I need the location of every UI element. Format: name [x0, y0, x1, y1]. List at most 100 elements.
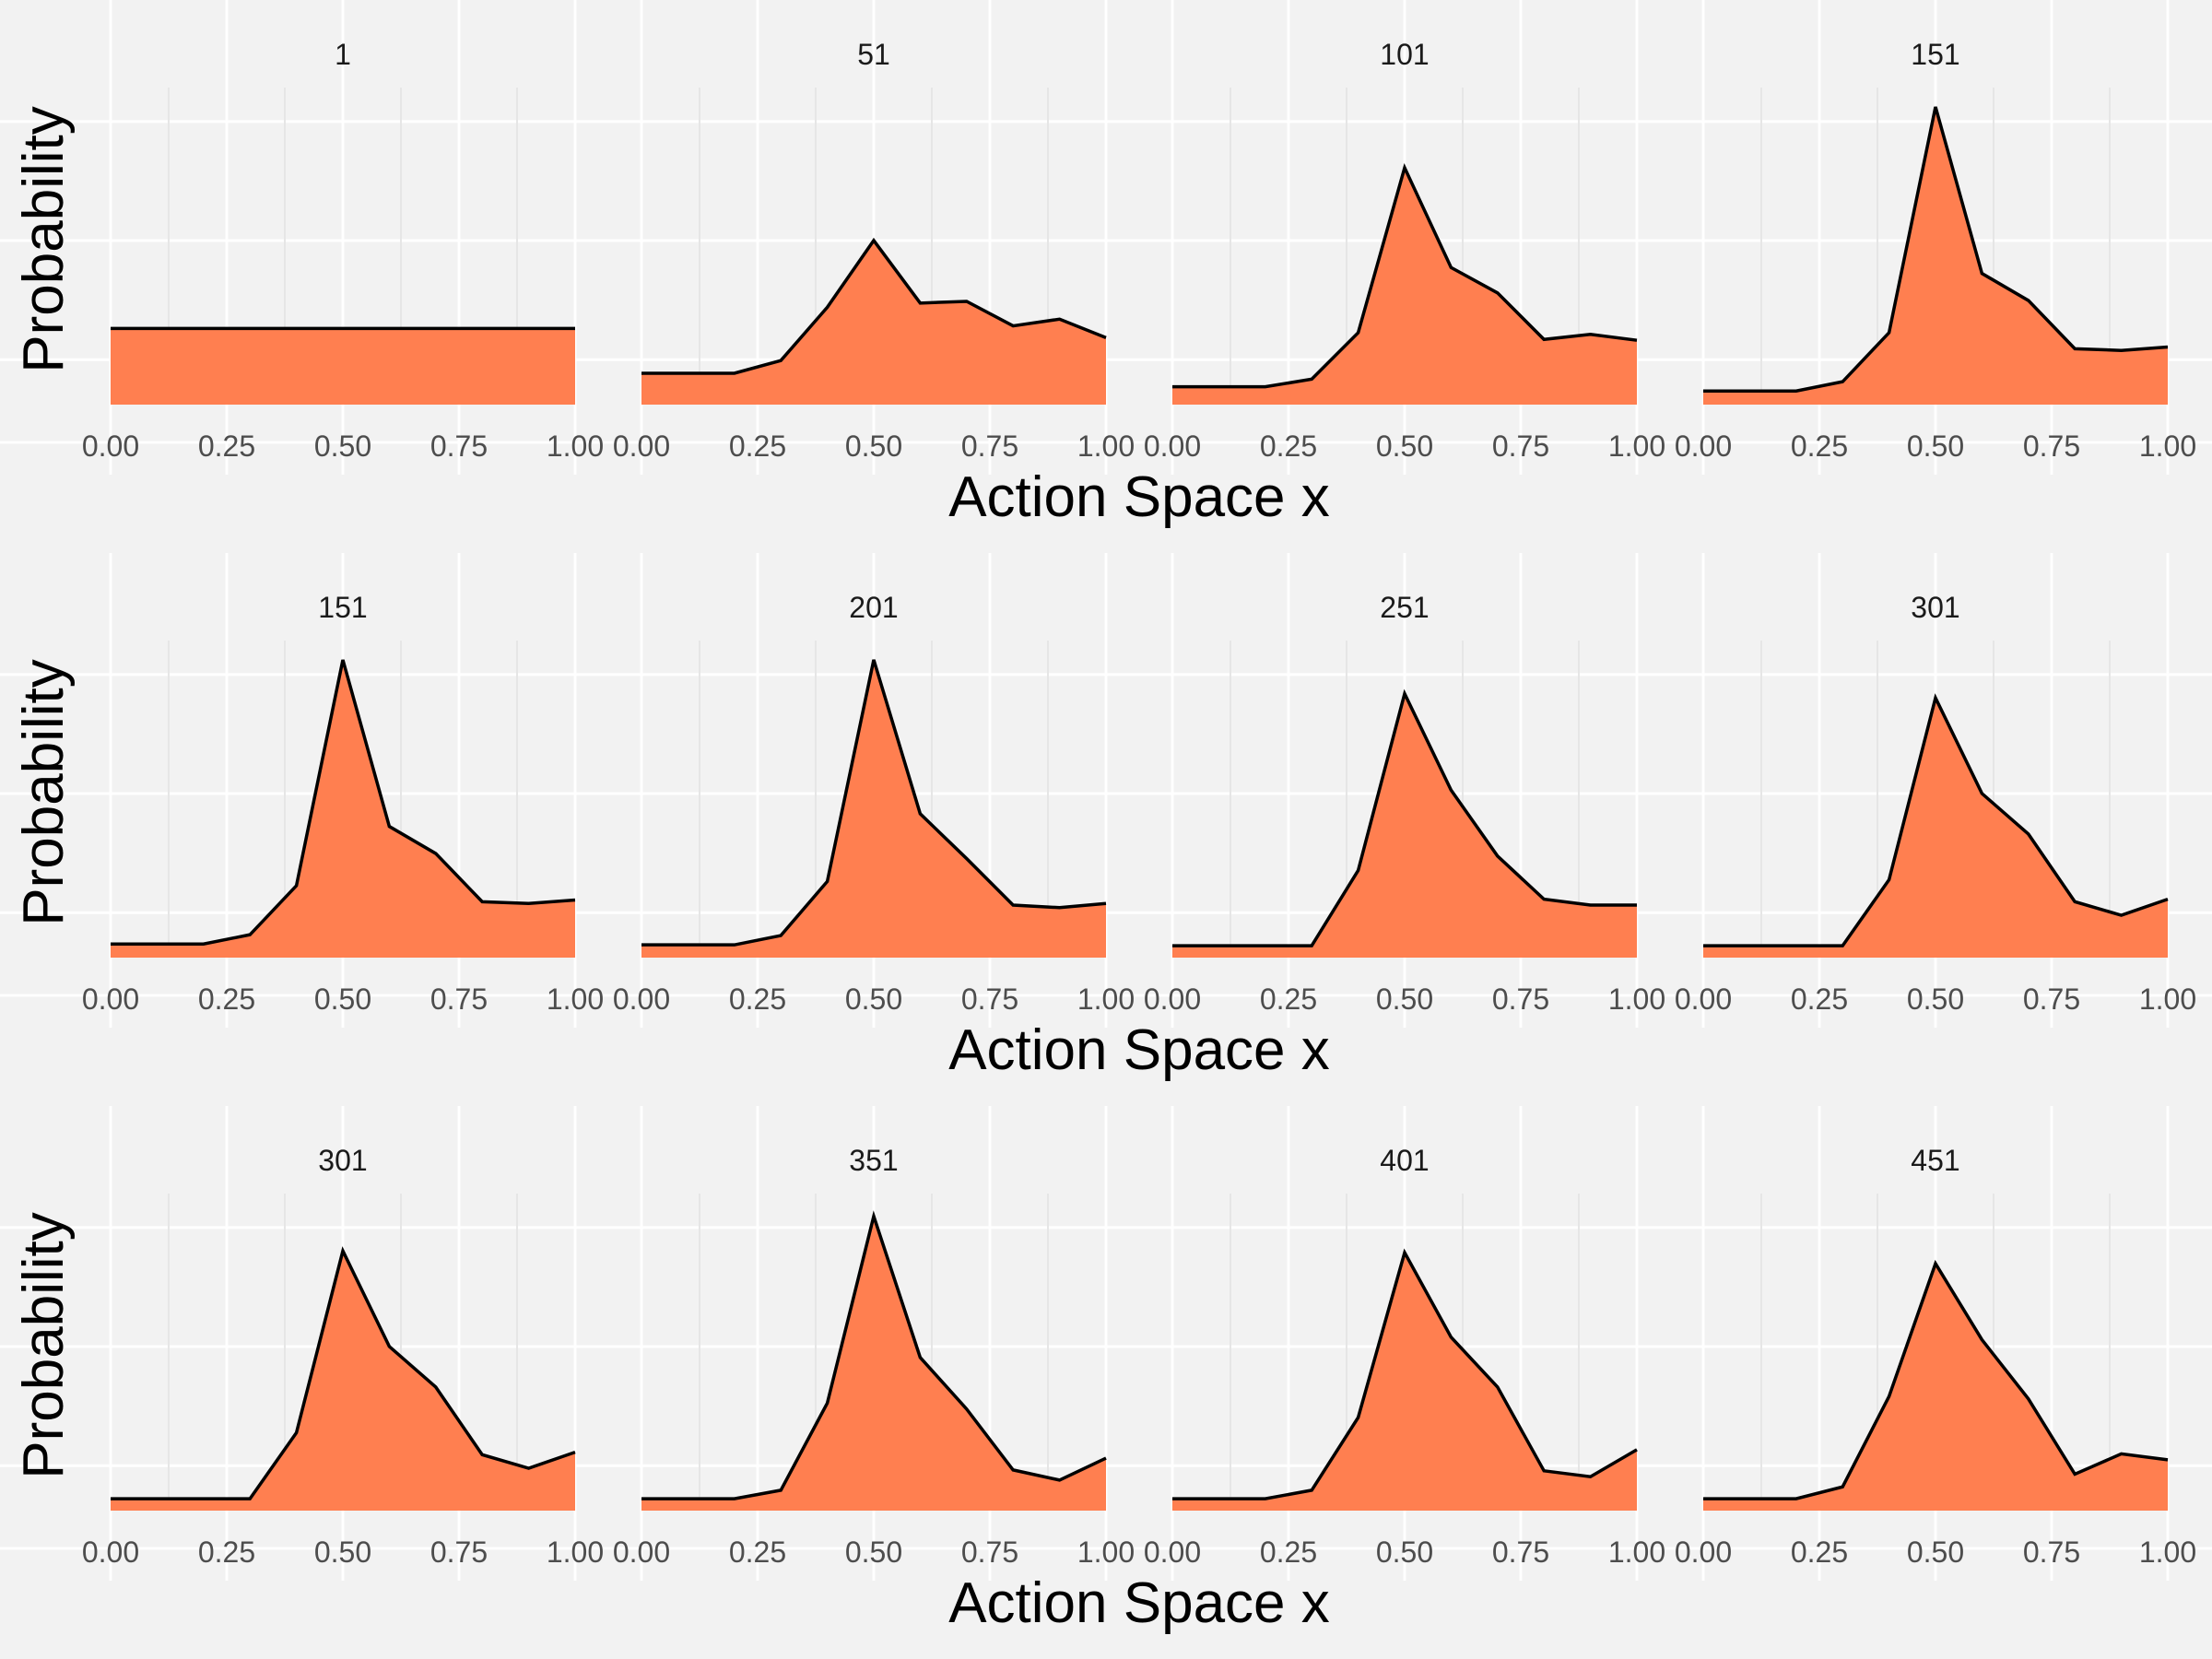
x-axis-title: Action Space x — [948, 1018, 1330, 1082]
x-tick-label: 0.75 — [1492, 982, 1549, 1016]
x-tick-label: 1.00 — [2139, 982, 2196, 1016]
panel-title: 301 — [318, 1144, 367, 1177]
area-line — [1172, 688, 1637, 947]
area-fill — [641, 1216, 1106, 1511]
area-fill — [1172, 693, 1637, 958]
x-tick-label: 0.00 — [613, 982, 670, 1016]
facet-panel: 301 0.00 0.25 0.50 0.75 1.00 — [82, 1106, 604, 1581]
x-tick-label: 0.75 — [961, 429, 1018, 463]
facet-panel: 451 0.00 0.25 0.50 0.75 1.00 — [1675, 1106, 2196, 1581]
x-tick-label: 0.25 — [1791, 1535, 1848, 1569]
x-tick-label: 0.50 — [845, 982, 902, 1016]
panel-title: 201 — [849, 591, 898, 624]
x-tick-label: 0.25 — [1260, 1535, 1317, 1569]
area-fill — [111, 328, 575, 405]
x-tick-label: 0.25 — [1260, 982, 1317, 1016]
x-tick-label: 0.50 — [314, 429, 371, 463]
area-fill — [111, 1251, 575, 1511]
facet-panel: 401 0.00 0.25 0.50 0.75 1.00 — [1144, 1106, 1665, 1581]
facet-panel: 1 0.00 0.25 0.50 0.75 1.00 — [82, 0, 604, 475]
x-tick-label: 1.00 — [1608, 1535, 1665, 1569]
x-tick-label: 0.75 — [961, 982, 1018, 1016]
x-tick-label: 0.25 — [1791, 982, 1848, 1016]
x-tick-label: 0.25 — [198, 1535, 255, 1569]
area-line — [111, 1246, 576, 1500]
facet-panel: 151 0.00 0.25 0.50 0.75 1.00 — [82, 553, 604, 1028]
x-tick-label: 0.25 — [198, 982, 255, 1016]
x-tick-label: 0.50 — [1907, 1535, 1964, 1569]
x-tick-label: 1.00 — [547, 429, 604, 463]
x-tick-label: 0.25 — [729, 429, 786, 463]
x-tick-label: 0.00 — [82, 1535, 139, 1569]
area-fill — [1703, 1263, 2168, 1511]
x-tick-label: 0.50 — [314, 982, 371, 1016]
area-fill — [1172, 167, 1637, 406]
area-line — [641, 237, 1107, 375]
x-tick-label: 1.00 — [1608, 982, 1665, 1016]
y-axis-title: Probability — [12, 1212, 76, 1478]
panel-title: 151 — [318, 591, 367, 624]
panel-title: 401 — [1380, 1144, 1429, 1177]
area-line — [1703, 1259, 2169, 1500]
facet-panel: 151 0.00 0.25 0.50 0.75 1.00 — [1675, 0, 2196, 475]
facet-panel: 101 0.00 0.25 0.50 0.75 1.00 — [1144, 0, 1665, 475]
x-tick-label: 1.00 — [2139, 1535, 2196, 1569]
area-line — [1172, 1248, 1638, 1500]
x-tick-label: 0.00 — [1675, 982, 1732, 1016]
panel-title: 251 — [1380, 591, 1429, 624]
area-line — [1703, 106, 2169, 393]
facet-panel: 201 0.00 0.25 0.50 0.75 1.00 — [613, 553, 1135, 1028]
x-tick-label: 0.00 — [1675, 429, 1732, 463]
x-tick-label: 0.25 — [1791, 429, 1848, 463]
x-tick-label: 0.25 — [729, 982, 786, 1016]
x-tick-label: 0.50 — [1376, 982, 1433, 1016]
x-tick-label: 0.50 — [1376, 1535, 1433, 1569]
area-line — [1703, 693, 2169, 947]
x-tick-label: 0.25 — [729, 1535, 786, 1569]
x-tick-label: 0.75 — [961, 1535, 1018, 1569]
x-tick-label: 0.50 — [1907, 429, 1964, 463]
x-tick-label: 0.50 — [845, 429, 902, 463]
x-tick-label: 1.00 — [547, 982, 604, 1016]
x-tick-label: 0.50 — [845, 1535, 902, 1569]
facet-panel: 301 0.00 0.25 0.50 0.75 1.00 — [1675, 553, 2196, 1028]
x-tick-label: 0.00 — [1144, 982, 1201, 1016]
panel-title: 351 — [849, 1144, 898, 1177]
panel-title: 301 — [1911, 591, 1959, 624]
x-tick-label: 0.00 — [613, 429, 670, 463]
panel-title: 101 — [1380, 38, 1429, 71]
x-tick-label: 0.00 — [1144, 429, 1201, 463]
x-tick-label: 0.50 — [314, 1535, 371, 1569]
panel-title: 151 — [1911, 38, 1959, 71]
x-tick-label: 0.00 — [1675, 1535, 1732, 1569]
x-tick-label: 1.00 — [1077, 429, 1135, 463]
x-tick-label: 0.50 — [1907, 982, 1964, 1016]
x-tick-label: 1.00 — [1608, 429, 1665, 463]
panel-title: 1 — [335, 38, 351, 71]
x-tick-label: 0.75 — [430, 982, 488, 1016]
x-tick-label: 1.00 — [2139, 429, 2196, 463]
area-line — [641, 659, 1107, 947]
x-tick-label: 0.25 — [198, 429, 255, 463]
x-tick-label: 0.75 — [430, 1535, 488, 1569]
area-fill — [111, 659, 575, 958]
x-tick-label: 1.00 — [1077, 982, 1135, 1016]
x-tick-label: 0.75 — [2023, 1535, 2080, 1569]
area-line — [111, 659, 576, 946]
area-fill — [641, 240, 1106, 405]
x-tick-label: 0.00 — [613, 1535, 670, 1569]
x-axis-title: Action Space x — [948, 465, 1330, 529]
area-fill — [1703, 698, 2168, 958]
area-fill — [1703, 106, 2168, 405]
x-tick-label: 0.00 — [1144, 1535, 1201, 1569]
x-tick-label: 0.75 — [2023, 429, 2080, 463]
x-tick-label: 0.75 — [430, 429, 488, 463]
area-line — [641, 1210, 1107, 1500]
x-tick-label: 0.75 — [1492, 1535, 1549, 1569]
x-axis-title: Action Space x — [948, 1571, 1330, 1635]
x-tick-label: 1.00 — [1077, 1535, 1135, 1569]
area-line — [1172, 162, 1638, 389]
panel-title: 51 — [857, 38, 890, 71]
